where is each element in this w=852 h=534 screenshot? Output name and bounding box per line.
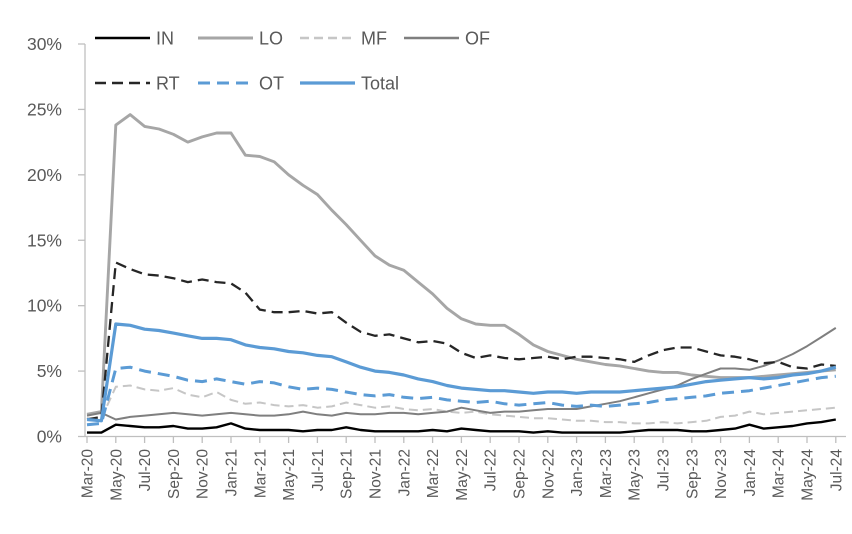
legend-label-rt: RT bbox=[156, 74, 180, 94]
x-axis-label: Sep-21 bbox=[339, 449, 356, 499]
series-line-mf bbox=[87, 384, 836, 425]
x-axis-label: Jan-24 bbox=[742, 449, 759, 497]
x-axis-label: May-21 bbox=[281, 449, 298, 501]
x-axis-label: Jul-21 bbox=[310, 449, 327, 491]
x-axis-label: Jul-23 bbox=[656, 449, 673, 491]
legend-item-total: Total bbox=[300, 74, 399, 94]
x-axis-label: Sep-23 bbox=[684, 449, 701, 499]
x-axis-label: Sep-20 bbox=[166, 449, 183, 499]
x-axis-label: Mar-21 bbox=[252, 449, 269, 498]
y-axis-label: 15% bbox=[27, 230, 62, 250]
legend-item-in: IN bbox=[95, 29, 174, 49]
series-line-lo bbox=[86, 113, 836, 416]
legend-label-mf: MF bbox=[361, 29, 387, 49]
x-axis-label: Nov-20 bbox=[195, 449, 212, 499]
x-axis-label: Jan-23 bbox=[569, 449, 586, 496]
legend-item-rt: RT bbox=[95, 74, 180, 94]
y-axis-label: 0% bbox=[37, 427, 62, 447]
x-axis-label: Mar-20 bbox=[80, 449, 97, 498]
legend-label-in: IN bbox=[156, 29, 174, 49]
x-axis-label: Nov-22 bbox=[540, 449, 557, 499]
series-line-in bbox=[87, 418, 837, 434]
series-line-ot bbox=[86, 365, 836, 427]
x-axis-label: Nov-23 bbox=[713, 449, 730, 499]
legend-label-lo: LO bbox=[259, 29, 283, 49]
y-axis-label: 30% bbox=[27, 34, 62, 54]
x-axis-label: May-22 bbox=[454, 449, 471, 501]
x-axis-label: Nov-21 bbox=[368, 449, 385, 499]
y-axis-label: 25% bbox=[27, 99, 62, 119]
legend-label-ot: OT bbox=[259, 74, 284, 94]
x-axis-label: Jul-22 bbox=[483, 449, 500, 491]
x-axis-label: Mar-24 bbox=[771, 449, 788, 498]
legend-item-mf: MF bbox=[300, 29, 387, 49]
legend-item-of: OF bbox=[404, 29, 490, 49]
series-line-of bbox=[86, 327, 837, 421]
x-axis-label: Jul-20 bbox=[137, 449, 154, 492]
legend-item-ot: OT bbox=[198, 74, 284, 94]
x-axis-label: Sep-22 bbox=[512, 449, 529, 499]
x-axis-label: Mar-23 bbox=[598, 449, 615, 498]
series-line-total bbox=[86, 322, 837, 423]
legend-label-total: Total bbox=[361, 74, 399, 94]
legend-item-lo: LO bbox=[198, 29, 283, 49]
x-axis-label: May-24 bbox=[800, 449, 817, 501]
y-axis-label: 5% bbox=[37, 361, 62, 381]
x-axis-label: Jan-22 bbox=[396, 449, 413, 496]
x-axis-label: Mar-22 bbox=[425, 449, 442, 498]
x-axis-label: Jan-21 bbox=[224, 449, 241, 496]
y-axis-label: 20% bbox=[27, 165, 62, 185]
x-axis-label: May-20 bbox=[108, 449, 125, 501]
legend-label-of: OF bbox=[465, 29, 490, 49]
y-axis-label: 10% bbox=[27, 296, 62, 316]
x-axis-label: May-23 bbox=[627, 449, 644, 501]
x-axis-label: Jul-24 bbox=[828, 449, 845, 492]
